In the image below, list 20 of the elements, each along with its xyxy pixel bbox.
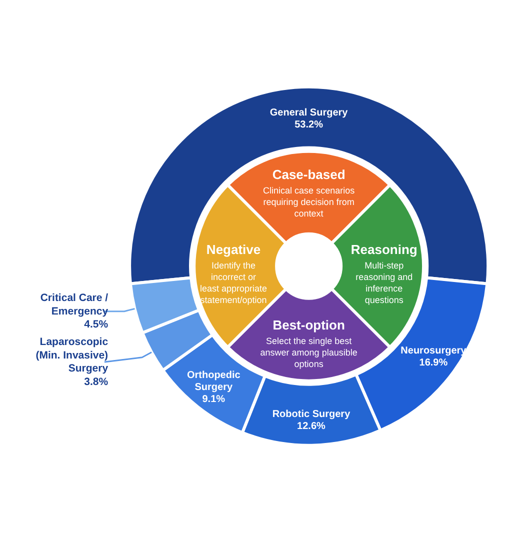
slice-label: Case-based [272, 166, 346, 182]
slice-label: Robotic Surgery [272, 408, 351, 420]
data-label: 16.9% [419, 357, 448, 368]
slice-label: Negative [206, 242, 261, 258]
slice-label: Critical Care / Emergency [40, 292, 108, 318]
text: Multi-step reasoning and inference questions [356, 260, 413, 306]
slice-label: Neurosurgery [400, 345, 467, 356]
data-label: 9.1% [202, 394, 226, 406]
data-label: 3.8% [84, 376, 109, 388]
slice-label: Orthopedic Surgery [186, 370, 241, 394]
data-label: 12.6% [297, 420, 326, 432]
data-label: 4.5% [84, 318, 109, 331]
text: Select the single best answer among plausible options [260, 336, 358, 370]
slice-label: Reasoning [350, 242, 418, 258]
data-label: 53.2% [294, 119, 324, 130]
slice-label: Best-option [272, 318, 345, 333]
text: Clinical case scenarios requiring decision from context [263, 185, 356, 218]
text: Identify the incorrect or least appropriate statement/option [200, 260, 268, 306]
slice-label: General Surgery [270, 107, 348, 118]
slice-label: Laparoscopic (Min. Invasive) Surgery [36, 336, 108, 375]
